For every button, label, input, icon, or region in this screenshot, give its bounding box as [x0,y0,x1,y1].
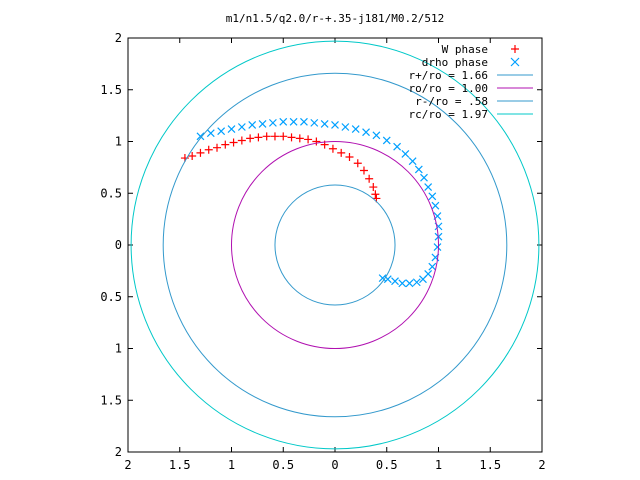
x-tick-label: 0.5 [376,458,398,472]
w-phase-point [246,134,255,143]
drho-phase-point [382,136,391,145]
drho-phase-point [196,132,205,141]
w-phase-point [262,132,271,141]
drho-phase-point [414,165,423,174]
y-tick-label: 2 [115,31,122,45]
drho-phase-point [408,157,417,166]
drho-phase-point [341,123,350,131]
w-phase-point [371,190,380,199]
w-phase-point [328,144,337,153]
legend-label: drho phase [422,56,488,69]
w-phase-point [237,136,246,145]
drho-phase-point [431,201,440,210]
drho-phase-point [320,119,329,128]
drho-phase-point [420,173,428,182]
w-phase-point [204,145,213,154]
drho-phase-point [428,262,437,271]
drho-phase-point [300,117,308,126]
drho-phase-point [372,131,381,140]
drho-phase-point [279,117,288,126]
x-tick-label: 1.5 [479,458,501,472]
x-tick-label: 2 [538,458,545,472]
legend-label: W phase [442,43,488,56]
w-phase-point [279,132,288,141]
drho-phase-point [237,123,246,131]
legend-plus-marker [511,45,519,53]
legend-label: rc/ro = 1.97 [409,108,488,121]
y-tick-label: 1.5 [100,393,122,407]
drho-phase-point [227,125,236,134]
w-phase-point [221,140,230,149]
drho-phase-point [393,142,402,151]
y-tick-label: 1 [115,135,122,149]
w-phase-point [229,138,238,147]
drho-phase-point [206,129,215,138]
y-tick-label: 0.5 [100,290,122,304]
circle-0-58 [274,184,396,306]
drho-phase-point [217,127,226,136]
legend-label: r-/ro = .58 [415,95,488,108]
drho-phase-point [310,118,319,127]
w-phase-point [295,134,304,143]
drho-phase-point [419,275,427,284]
circle-1-66 [162,72,508,418]
w-phase-point [287,133,296,142]
w-phase-point [337,148,346,157]
w-phase-point [365,174,374,183]
drho-phase-point [289,117,298,126]
drho-phase-point [258,119,267,128]
chart-title: m1/n1.5/q2.0/r-+.35-j181/M0.2/512 [226,12,445,25]
w-phase-point [353,159,362,168]
w-phase-point [213,143,222,152]
drho-phase-point [398,279,407,288]
legend-cross-marker [510,57,520,67]
w-phase-point [254,133,263,142]
x-tick-label: 1 [435,458,442,472]
x-tick-label: 0.5 [272,458,294,472]
w-phase-point [304,135,313,144]
y-tick-label: 0.5 [100,186,122,200]
w-phase-point [312,137,321,146]
y-tick-label: 0 [115,238,122,252]
drho-phase-point [424,183,433,191]
drho-phase-point [362,128,370,137]
y-tick-label: 1 [115,342,122,356]
y-tick-label: 2 [115,445,122,459]
drho-phase-point [391,277,399,286]
circle-1 [231,141,439,349]
drho-phase-point [405,279,414,288]
drho-phase-point [268,118,277,127]
w-phase-point [369,183,378,192]
drho-phase-point [428,192,437,201]
drho-phase-point [401,149,410,158]
y-tick-label: 1.5 [100,83,122,97]
w-phase-point [188,151,197,160]
legend-label: r+/ro = 1.66 [409,69,488,82]
w-phase-point [345,153,354,162]
x-tick-label: 1 [228,458,235,472]
drho-phase-point [248,121,257,129]
drho-phase-point [331,121,339,129]
legend-label: ro/ro = 1.00 [409,82,488,95]
x-tick-label: 2 [124,458,131,472]
drho-phase-point [433,243,442,251]
w-phase-point [270,132,279,141]
w-phase-point [359,166,368,175]
x-tick-label: 0 [331,458,338,472]
x-tick-label: 1.5 [169,458,191,472]
w-phase-point [196,148,205,157]
drho-phase-point [378,274,387,283]
drho-phase-point [412,278,421,287]
drho-phase-point [351,125,360,134]
circle-1-97 [130,40,540,450]
